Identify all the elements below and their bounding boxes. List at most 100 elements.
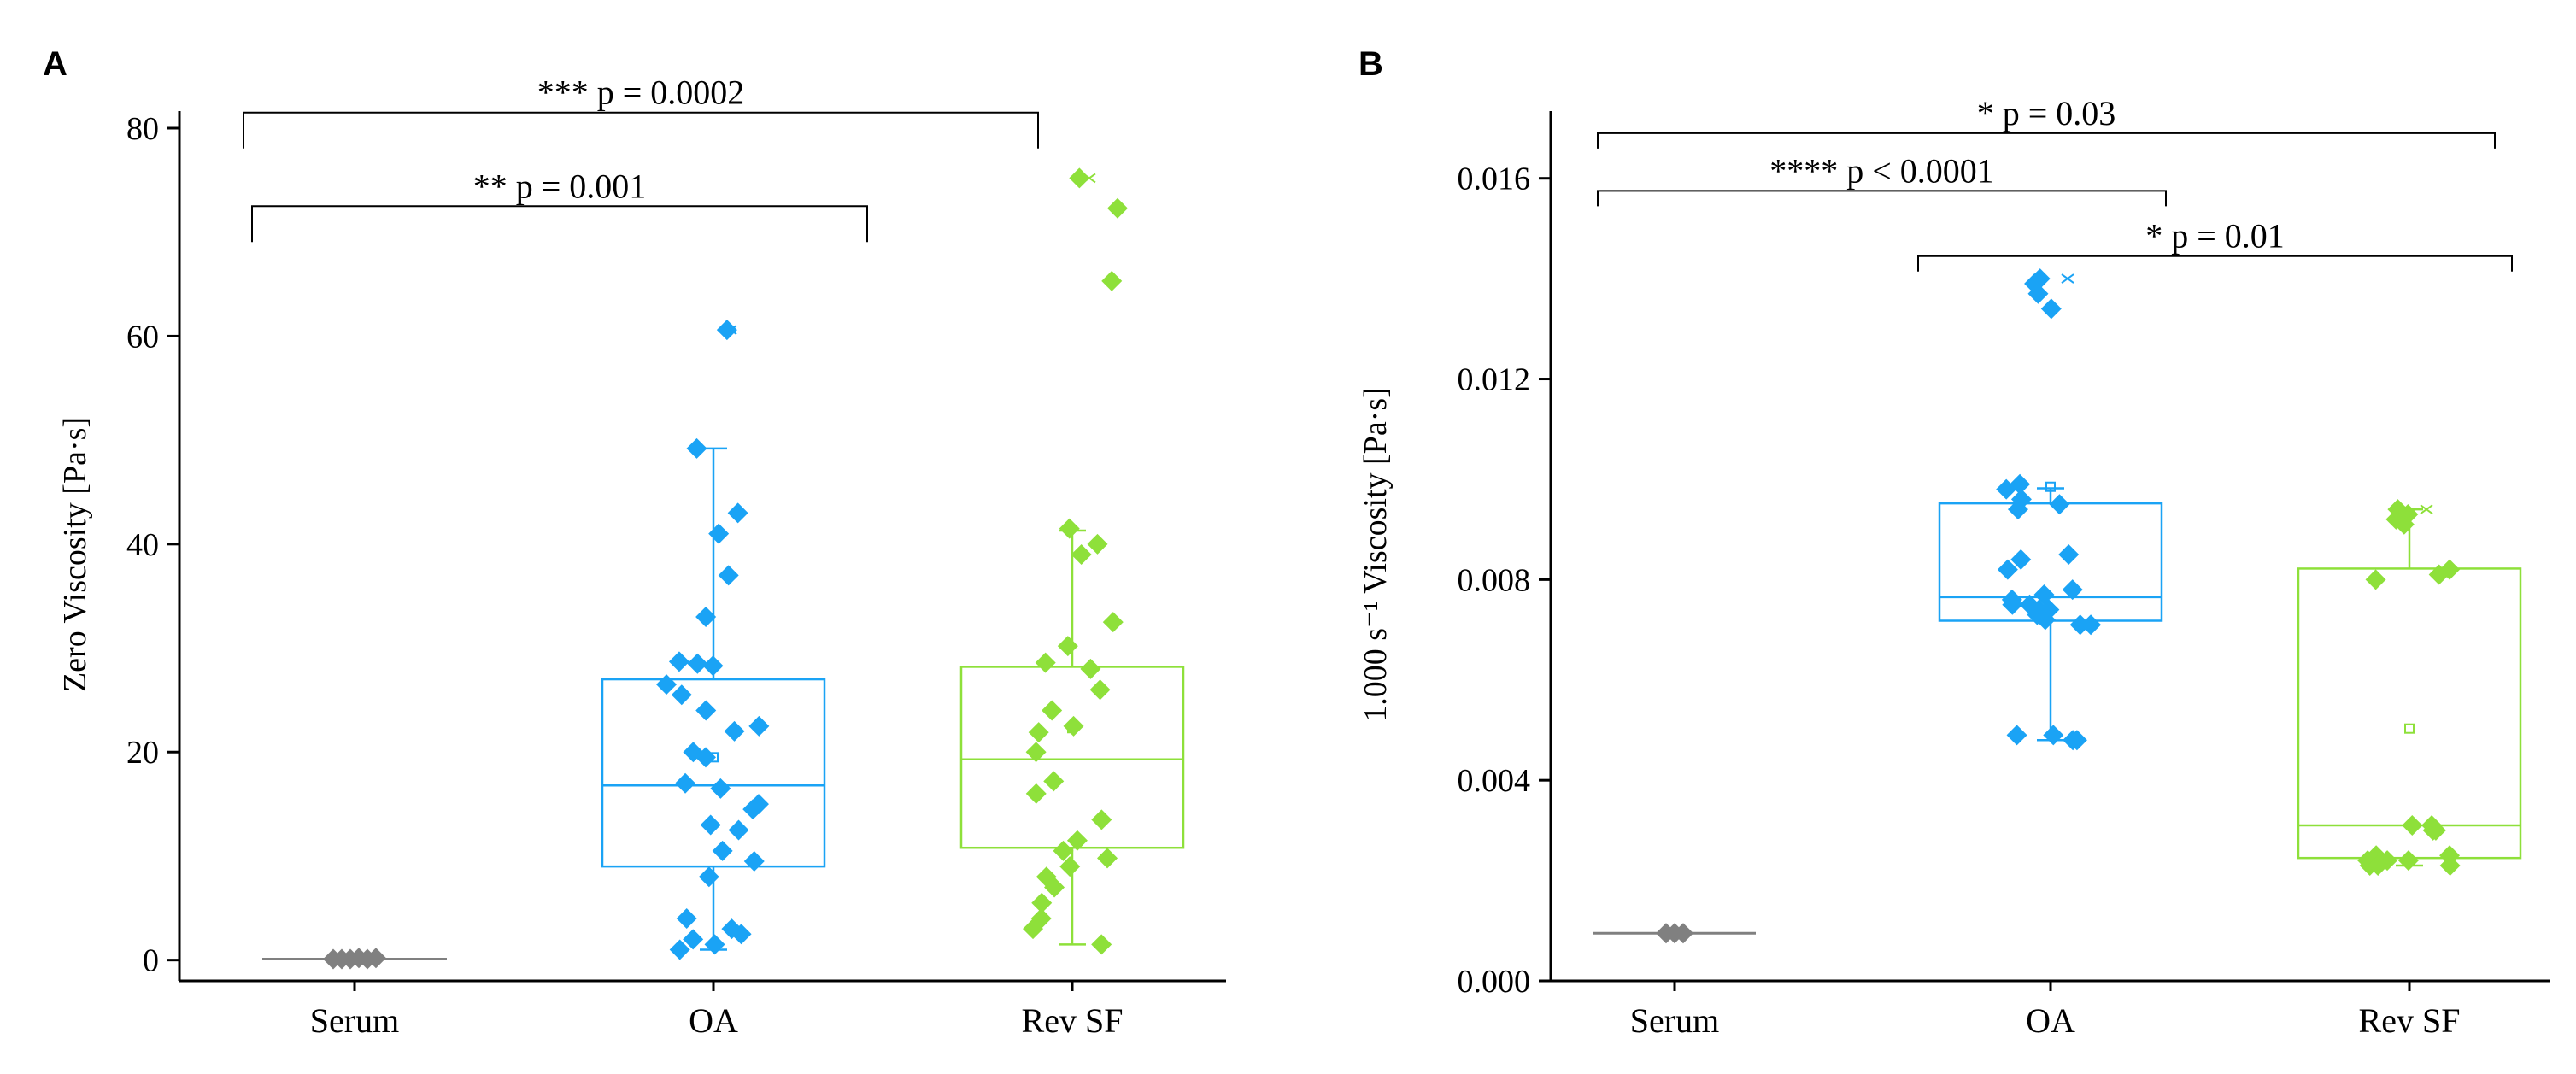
y-tick-label: 80	[126, 111, 159, 147]
significance-bracket	[1917, 255, 2513, 272]
x-tick-label: OA	[2026, 1001, 2075, 1040]
x-tick-label: OA	[689, 1001, 738, 1040]
y-axis-title: Zero Viscosity [Pa·s]	[57, 417, 93, 692]
data-point	[2422, 819, 2444, 841]
box-rev-sf	[959, 173, 1185, 946]
significance-label: * p = 0.03	[1977, 94, 2116, 132]
x-tick-label: Rev SF	[2359, 1001, 2461, 1040]
data-point	[1673, 923, 1693, 944]
y-tick-label: 0.008	[1458, 562, 1531, 598]
data-point	[1031, 892, 1053, 913]
data-point	[2010, 549, 2032, 570]
data-point	[2007, 499, 2028, 520]
data-point	[1059, 856, 1081, 877]
data-point	[1091, 934, 1112, 955]
box-oa	[1938, 273, 2163, 742]
data-point	[675, 772, 696, 794]
data-point	[1035, 652, 1056, 673]
data-point	[1059, 518, 1080, 539]
y-tick-label: 0	[143, 943, 159, 979]
y-tick-label: 0.004	[1458, 763, 1531, 799]
data-point	[2002, 594, 2023, 615]
data-point	[683, 929, 704, 950]
data-point	[668, 651, 689, 672]
data-point	[2069, 614, 2091, 636]
data-point	[2062, 579, 2083, 601]
y-tick-label: 0.000	[1458, 964, 1531, 1000]
data-point	[686, 437, 707, 459]
data-point	[2049, 494, 2070, 515]
data-point	[1057, 636, 1078, 657]
data-point	[1043, 771, 1065, 792]
data-point	[366, 948, 386, 969]
y-tick-label: 0.012	[1458, 362, 1531, 398]
data-point	[676, 907, 697, 929]
significance-label: ** p = 0.001	[473, 167, 647, 205]
x-tick-label: Serum	[310, 1001, 399, 1040]
x-tick-label: Serum	[1630, 1001, 1719, 1040]
data-point	[669, 939, 690, 960]
box-rect	[601, 678, 826, 868]
y-tick-label: 0.016	[1458, 161, 1531, 197]
data-point	[704, 934, 725, 955]
data-point	[1053, 840, 1074, 861]
panel-label: B	[1358, 45, 1383, 83]
data-point	[2027, 283, 2049, 304]
data-point	[687, 653, 708, 674]
data-point	[1025, 742, 1047, 763]
data-point	[1071, 544, 1092, 565]
data-point	[2043, 725, 2064, 746]
mean-marker	[2404, 723, 2415, 734]
data-point	[2040, 298, 2062, 320]
significance-label: * p = 0.01	[2145, 217, 2285, 255]
data-point	[2006, 725, 2027, 746]
data-point	[1028, 722, 1049, 743]
data-point	[1066, 830, 1088, 851]
max-marker	[2420, 504, 2433, 514]
data-point	[695, 747, 716, 768]
data-point	[731, 924, 752, 945]
significance-label: *** p = 0.0002	[537, 73, 745, 112]
data-point	[656, 674, 678, 695]
panel-label: A	[43, 45, 67, 83]
data-point	[2080, 614, 2102, 636]
significance-bracket	[1597, 132, 2496, 149]
data-point	[695, 607, 717, 628]
data-point	[1089, 679, 1111, 701]
data-point	[1042, 700, 1063, 721]
data-point	[698, 866, 719, 888]
y-tick-label: 40	[126, 527, 159, 563]
data-point	[695, 700, 717, 721]
data-point	[716, 320, 737, 341]
data-point	[2365, 569, 2386, 590]
box-rect	[2297, 567, 2522, 860]
data-point	[1025, 783, 1047, 804]
box-oa	[601, 325, 826, 951]
data-point	[2066, 730, 2087, 751]
data-point	[2397, 850, 2419, 872]
data-point	[728, 819, 749, 841]
data-point	[671, 684, 692, 706]
data-point	[702, 655, 724, 677]
data-point	[718, 565, 739, 586]
data-point	[2402, 815, 2423, 836]
data-point	[708, 523, 730, 544]
significance-label: **** p < 0.0001	[1769, 151, 1994, 190]
data-point	[700, 814, 721, 836]
chart-panel-B: B 0.000 0.004 0.008 0.012 0.016 Serum OA Rev SF 1…	[1358, 45, 2550, 1040]
data-point	[2368, 854, 2389, 876]
chart-panel-A: A 0 20 40 60 80 Serum OA Rev SF Zero Viscosity [P…	[43, 45, 1226, 1040]
significance-bracket	[1597, 190, 2167, 207]
data-point	[2439, 854, 2461, 876]
data-point	[1997, 559, 2018, 580]
box-rect	[959, 666, 1185, 849]
max-marker	[2061, 273, 2074, 284]
significance-bracket	[243, 111, 1039, 149]
data-point	[712, 840, 733, 861]
data-point	[742, 799, 764, 820]
y-axis-title: 1.000 s⁻¹ Viscosity [Pa·s]	[1358, 387, 1394, 722]
data-point	[2058, 544, 2080, 565]
data-point	[1996, 478, 2017, 500]
x-tick-label: Rev SF	[1022, 1001, 1124, 1040]
